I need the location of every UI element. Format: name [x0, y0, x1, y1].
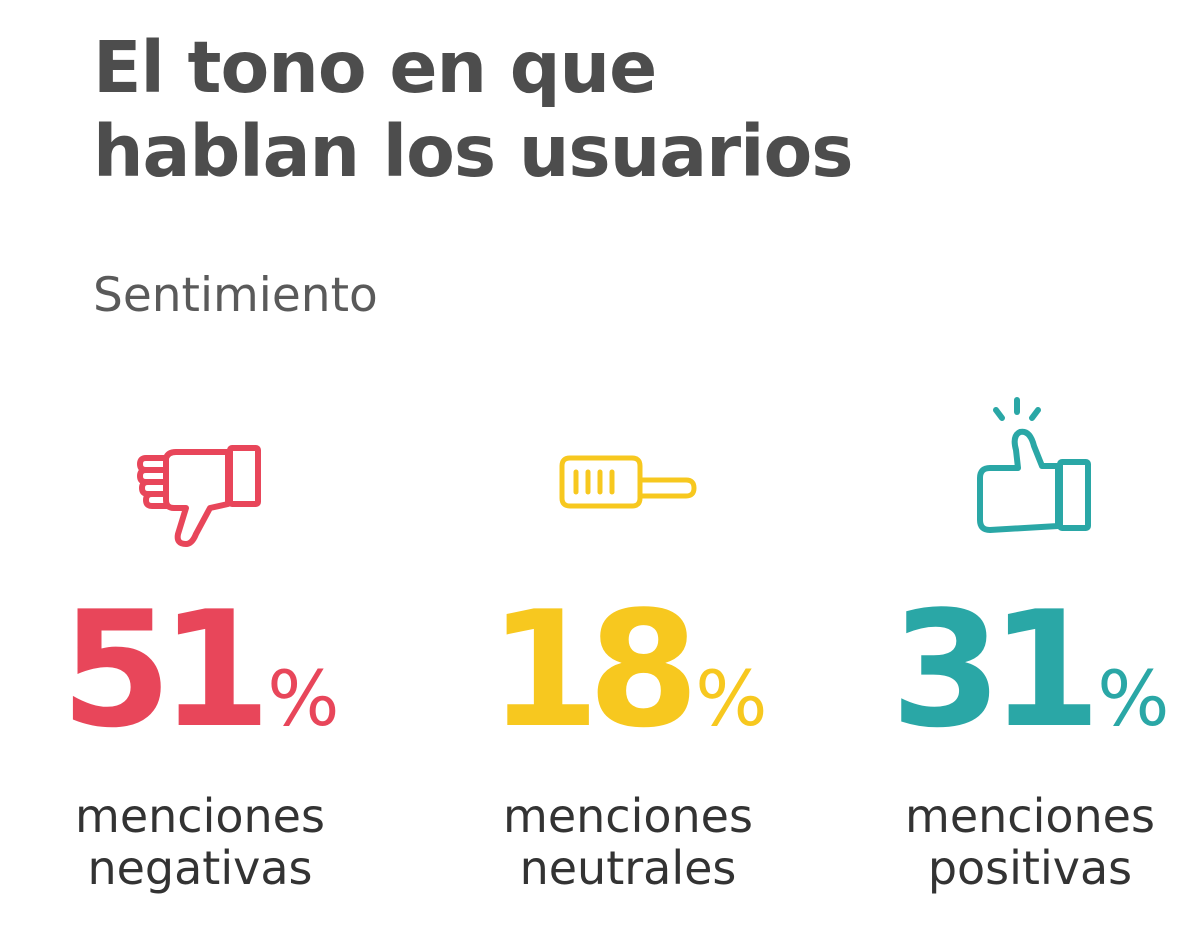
stat-negative: 51% menciones negativas [50, 390, 350, 910]
value-neutral: 18% [478, 590, 778, 750]
value-negative: 51% [50, 590, 350, 750]
stat-positive: 31% menciones positivas [880, 390, 1180, 910]
percent-sign: % [267, 654, 340, 743]
value-number: 31 [890, 576, 1102, 763]
label-negative: menciones negativas [50, 790, 350, 894]
thumbs-up-icon [880, 390, 1180, 560]
stat-neutral: 18% menciones neutrales [478, 390, 778, 910]
percent-sign: % [695, 654, 768, 743]
label-positive: menciones positivas [880, 790, 1180, 894]
label-line-1: menciones [75, 789, 325, 843]
label-line-2: positivas [927, 841, 1133, 895]
thumb-sideways-icon [478, 390, 778, 560]
chart-subtitle: Sentimiento [93, 268, 378, 323]
label-line-2: negativas [87, 841, 313, 895]
value-number: 18 [488, 576, 700, 763]
value-number: 51 [60, 576, 272, 763]
value-positive: 31% [880, 590, 1180, 750]
label-neutral: menciones neutrales [478, 790, 778, 894]
label-line-1: menciones [905, 789, 1155, 843]
chart-title: El tono en que hablan los usuarios [93, 26, 854, 194]
thumbs-down-icon [50, 390, 350, 560]
percent-sign: % [1097, 654, 1170, 743]
title-line-2: hablan los usuarios [93, 110, 854, 193]
title-line-1: El tono en que [93, 26, 657, 109]
label-line-2: neutrales [519, 841, 737, 895]
label-line-1: menciones [503, 789, 753, 843]
